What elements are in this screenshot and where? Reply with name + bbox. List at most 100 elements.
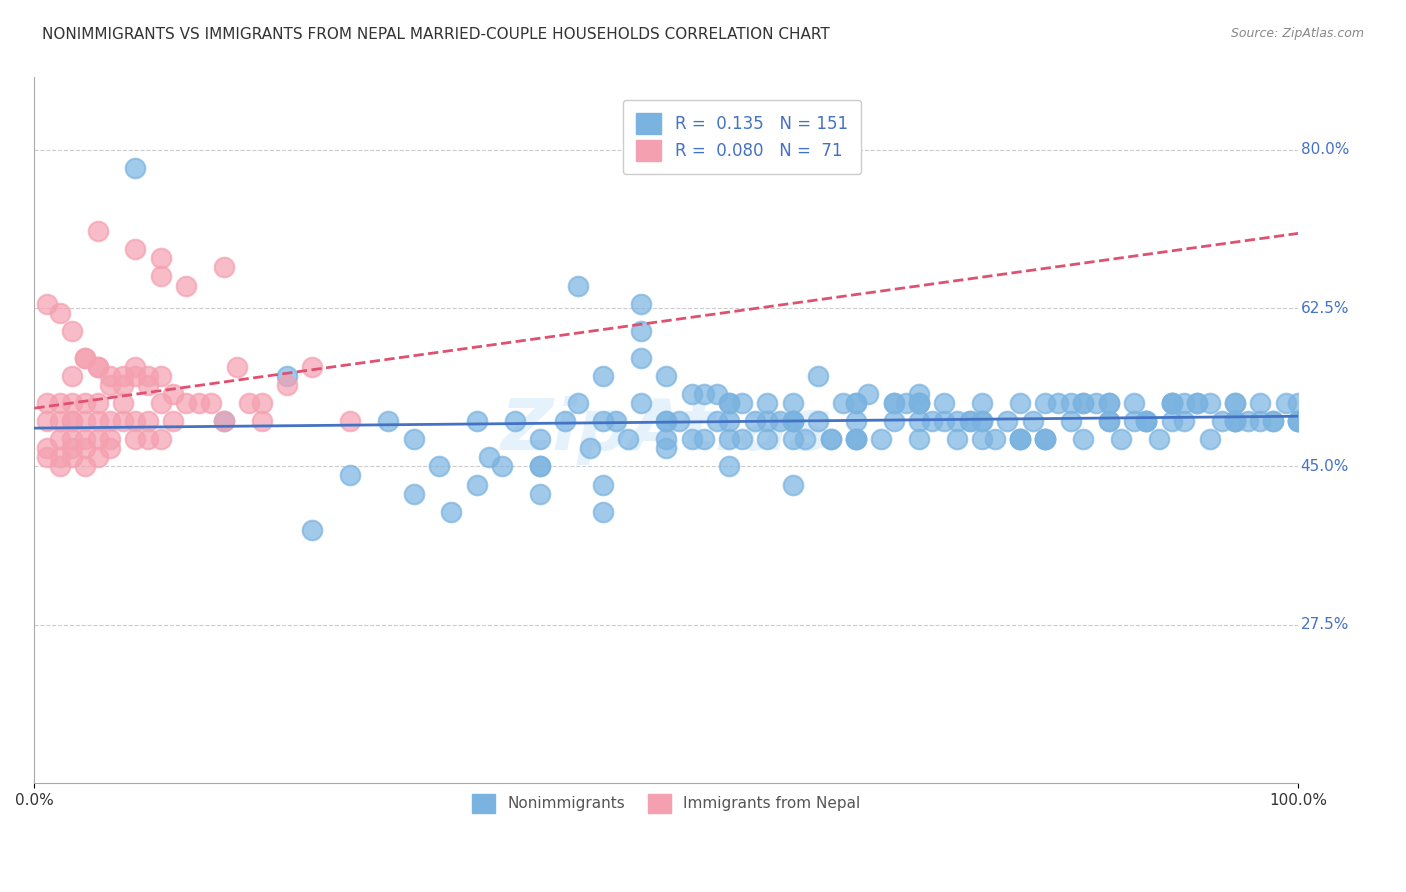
Point bbox=[73, 432, 96, 446]
Point bbox=[1236, 414, 1258, 428]
Point bbox=[908, 432, 931, 446]
Point bbox=[782, 414, 804, 428]
Point bbox=[972, 396, 994, 410]
Point bbox=[60, 414, 83, 428]
Point bbox=[1035, 432, 1057, 446]
Point bbox=[668, 414, 690, 428]
Point bbox=[782, 414, 804, 428]
Point bbox=[681, 387, 703, 401]
Point bbox=[124, 414, 146, 428]
Point bbox=[592, 477, 614, 491]
Point bbox=[567, 278, 589, 293]
Point bbox=[1286, 414, 1309, 428]
Point bbox=[718, 396, 741, 410]
Point bbox=[73, 459, 96, 474]
Point bbox=[1010, 432, 1032, 446]
Point bbox=[187, 396, 209, 410]
Point bbox=[1286, 414, 1309, 428]
Point bbox=[794, 432, 817, 446]
Point bbox=[870, 432, 893, 446]
Point bbox=[921, 414, 943, 428]
Point bbox=[1249, 396, 1271, 410]
Point bbox=[529, 459, 551, 474]
Point bbox=[1223, 414, 1246, 428]
Point bbox=[1071, 396, 1094, 410]
Point bbox=[60, 324, 83, 338]
Text: ZipAtlas: ZipAtlas bbox=[501, 396, 832, 465]
Point bbox=[339, 414, 361, 428]
Point bbox=[1059, 396, 1081, 410]
Point bbox=[149, 269, 172, 284]
Point bbox=[718, 396, 741, 410]
Point bbox=[693, 432, 716, 446]
Point bbox=[136, 432, 159, 446]
Point bbox=[756, 432, 779, 446]
Text: Source: ZipAtlas.com: Source: ZipAtlas.com bbox=[1230, 27, 1364, 40]
Point bbox=[301, 359, 323, 374]
Point bbox=[1097, 414, 1119, 428]
Point bbox=[124, 368, 146, 383]
Point bbox=[124, 432, 146, 446]
Point bbox=[807, 414, 830, 428]
Point bbox=[1135, 414, 1157, 428]
Point bbox=[1211, 414, 1233, 428]
Point bbox=[706, 387, 728, 401]
Point bbox=[35, 296, 58, 310]
Point bbox=[238, 396, 260, 410]
Point bbox=[276, 368, 298, 383]
Point bbox=[1185, 396, 1208, 410]
Point bbox=[111, 378, 134, 392]
Point bbox=[756, 396, 779, 410]
Point bbox=[98, 368, 121, 383]
Text: 27.5%: 27.5% bbox=[1301, 617, 1348, 632]
Point bbox=[200, 396, 222, 410]
Point bbox=[908, 414, 931, 428]
Point bbox=[845, 432, 868, 446]
Point bbox=[465, 414, 488, 428]
Point bbox=[845, 396, 868, 410]
Point bbox=[48, 459, 70, 474]
Point bbox=[782, 414, 804, 428]
Point bbox=[86, 396, 108, 410]
Point bbox=[1097, 414, 1119, 428]
Point bbox=[124, 161, 146, 175]
Point bbox=[1059, 414, 1081, 428]
Point bbox=[1010, 432, 1032, 446]
Point bbox=[908, 396, 931, 410]
Point bbox=[1223, 396, 1246, 410]
Point bbox=[402, 432, 425, 446]
Point bbox=[832, 396, 855, 410]
Point bbox=[908, 396, 931, 410]
Point bbox=[655, 414, 678, 428]
Point bbox=[845, 432, 868, 446]
Point bbox=[592, 414, 614, 428]
Point bbox=[820, 432, 842, 446]
Point bbox=[60, 396, 83, 410]
Point bbox=[1185, 396, 1208, 410]
Point bbox=[124, 243, 146, 257]
Point bbox=[529, 486, 551, 500]
Point bbox=[98, 414, 121, 428]
Point bbox=[946, 432, 969, 446]
Point bbox=[1160, 396, 1182, 410]
Point bbox=[212, 414, 235, 428]
Point bbox=[491, 459, 513, 474]
Point bbox=[35, 414, 58, 428]
Point bbox=[1286, 414, 1309, 428]
Point bbox=[339, 468, 361, 483]
Point bbox=[1109, 432, 1132, 446]
Point bbox=[782, 432, 804, 446]
Point bbox=[567, 396, 589, 410]
Point bbox=[1022, 414, 1045, 428]
Point bbox=[908, 396, 931, 410]
Point bbox=[86, 359, 108, 374]
Point bbox=[655, 414, 678, 428]
Point bbox=[630, 396, 652, 410]
Point bbox=[883, 396, 905, 410]
Point bbox=[111, 414, 134, 428]
Point bbox=[934, 414, 956, 428]
Point bbox=[1147, 432, 1170, 446]
Point bbox=[972, 432, 994, 446]
Point bbox=[972, 414, 994, 428]
Point bbox=[706, 414, 728, 428]
